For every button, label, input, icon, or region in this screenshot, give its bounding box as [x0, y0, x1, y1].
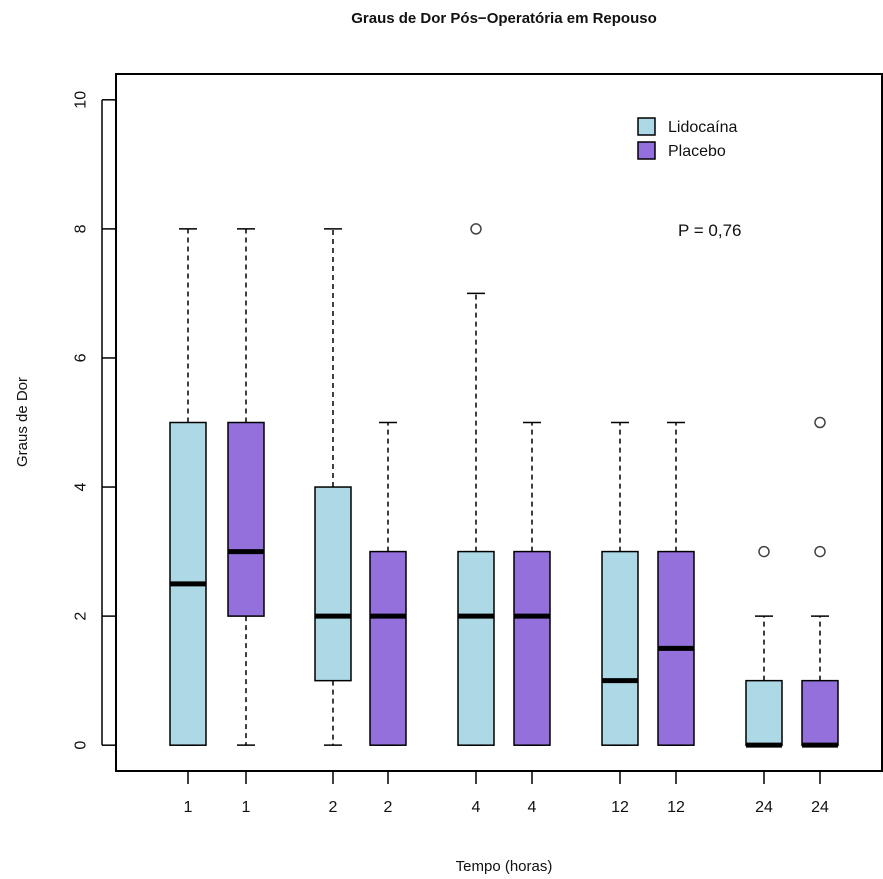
y-axis-label: Graus de Dor: [14, 377, 31, 467]
x-tick-label: 24: [811, 799, 829, 816]
outlier-point: [470, 223, 482, 235]
box-iqr: [227, 421, 265, 617]
x-tick-label: 2: [384, 799, 393, 816]
x-tick-label: 1: [184, 799, 193, 816]
y-tick-label: 0: [73, 741, 90, 750]
box-12-placebo: [657, 421, 695, 746]
x-tick-label: 4: [472, 799, 481, 816]
y-tick-label: 10: [73, 91, 90, 109]
chart-title: Graus de Dor Pós−Operatória em Repouso: [351, 10, 657, 27]
x-tick-label: 12: [667, 799, 685, 816]
box-iqr: [601, 550, 639, 746]
box-iqr: [513, 550, 551, 746]
box-iqr: [369, 550, 407, 746]
y-tick-label: 6: [73, 353, 90, 362]
y-tick-label: 8: [73, 224, 90, 233]
box-2-placebo: [369, 421, 407, 746]
box-iqr: [457, 550, 495, 746]
outlier-point: [814, 416, 826, 429]
y-tick-label: 4: [73, 482, 90, 491]
box-group: [169, 223, 839, 748]
y-tick-label: 2: [73, 612, 90, 621]
box-1-placebo: [227, 228, 265, 746]
x-tick-label: 24: [755, 799, 773, 816]
legend-swatch: [637, 141, 656, 160]
legend-label: Placebo: [668, 143, 726, 160]
x-tick-label: 1: [242, 799, 251, 816]
legend-label: Lidocaína: [668, 119, 737, 136]
p-value-annotation: P = 0,76: [678, 221, 742, 240]
box-4-placebo: [513, 421, 551, 746]
box-4-lidocaina: [457, 223, 495, 746]
legend-swatch: [637, 117, 656, 136]
x-axis-label: Tempo (horas): [456, 858, 553, 875]
y-axis: 0 2 4 6 8 10: [73, 91, 116, 750]
box-2-lidocaina: [314, 228, 352, 746]
outlier-point: [814, 545, 826, 558]
box-iqr: [745, 679, 783, 746]
box-24-lidocaina: [745, 545, 783, 748]
x-tick-label: 12: [611, 799, 629, 816]
x-axis: 1 1 2 2 4 4 12 12 24 24: [184, 770, 829, 816]
box-1-lidocaina: [169, 228, 207, 746]
box-12-lidocaina: [601, 421, 639, 746]
box-iqr: [801, 679, 839, 746]
x-tick-label: 2: [329, 799, 338, 816]
legend: Lidocaína Placebo: [637, 117, 737, 160]
box-24-placebo: [801, 416, 839, 748]
box-iqr: [314, 486, 352, 682]
outlier-point: [758, 545, 770, 558]
x-tick-label: 4: [528, 799, 537, 816]
